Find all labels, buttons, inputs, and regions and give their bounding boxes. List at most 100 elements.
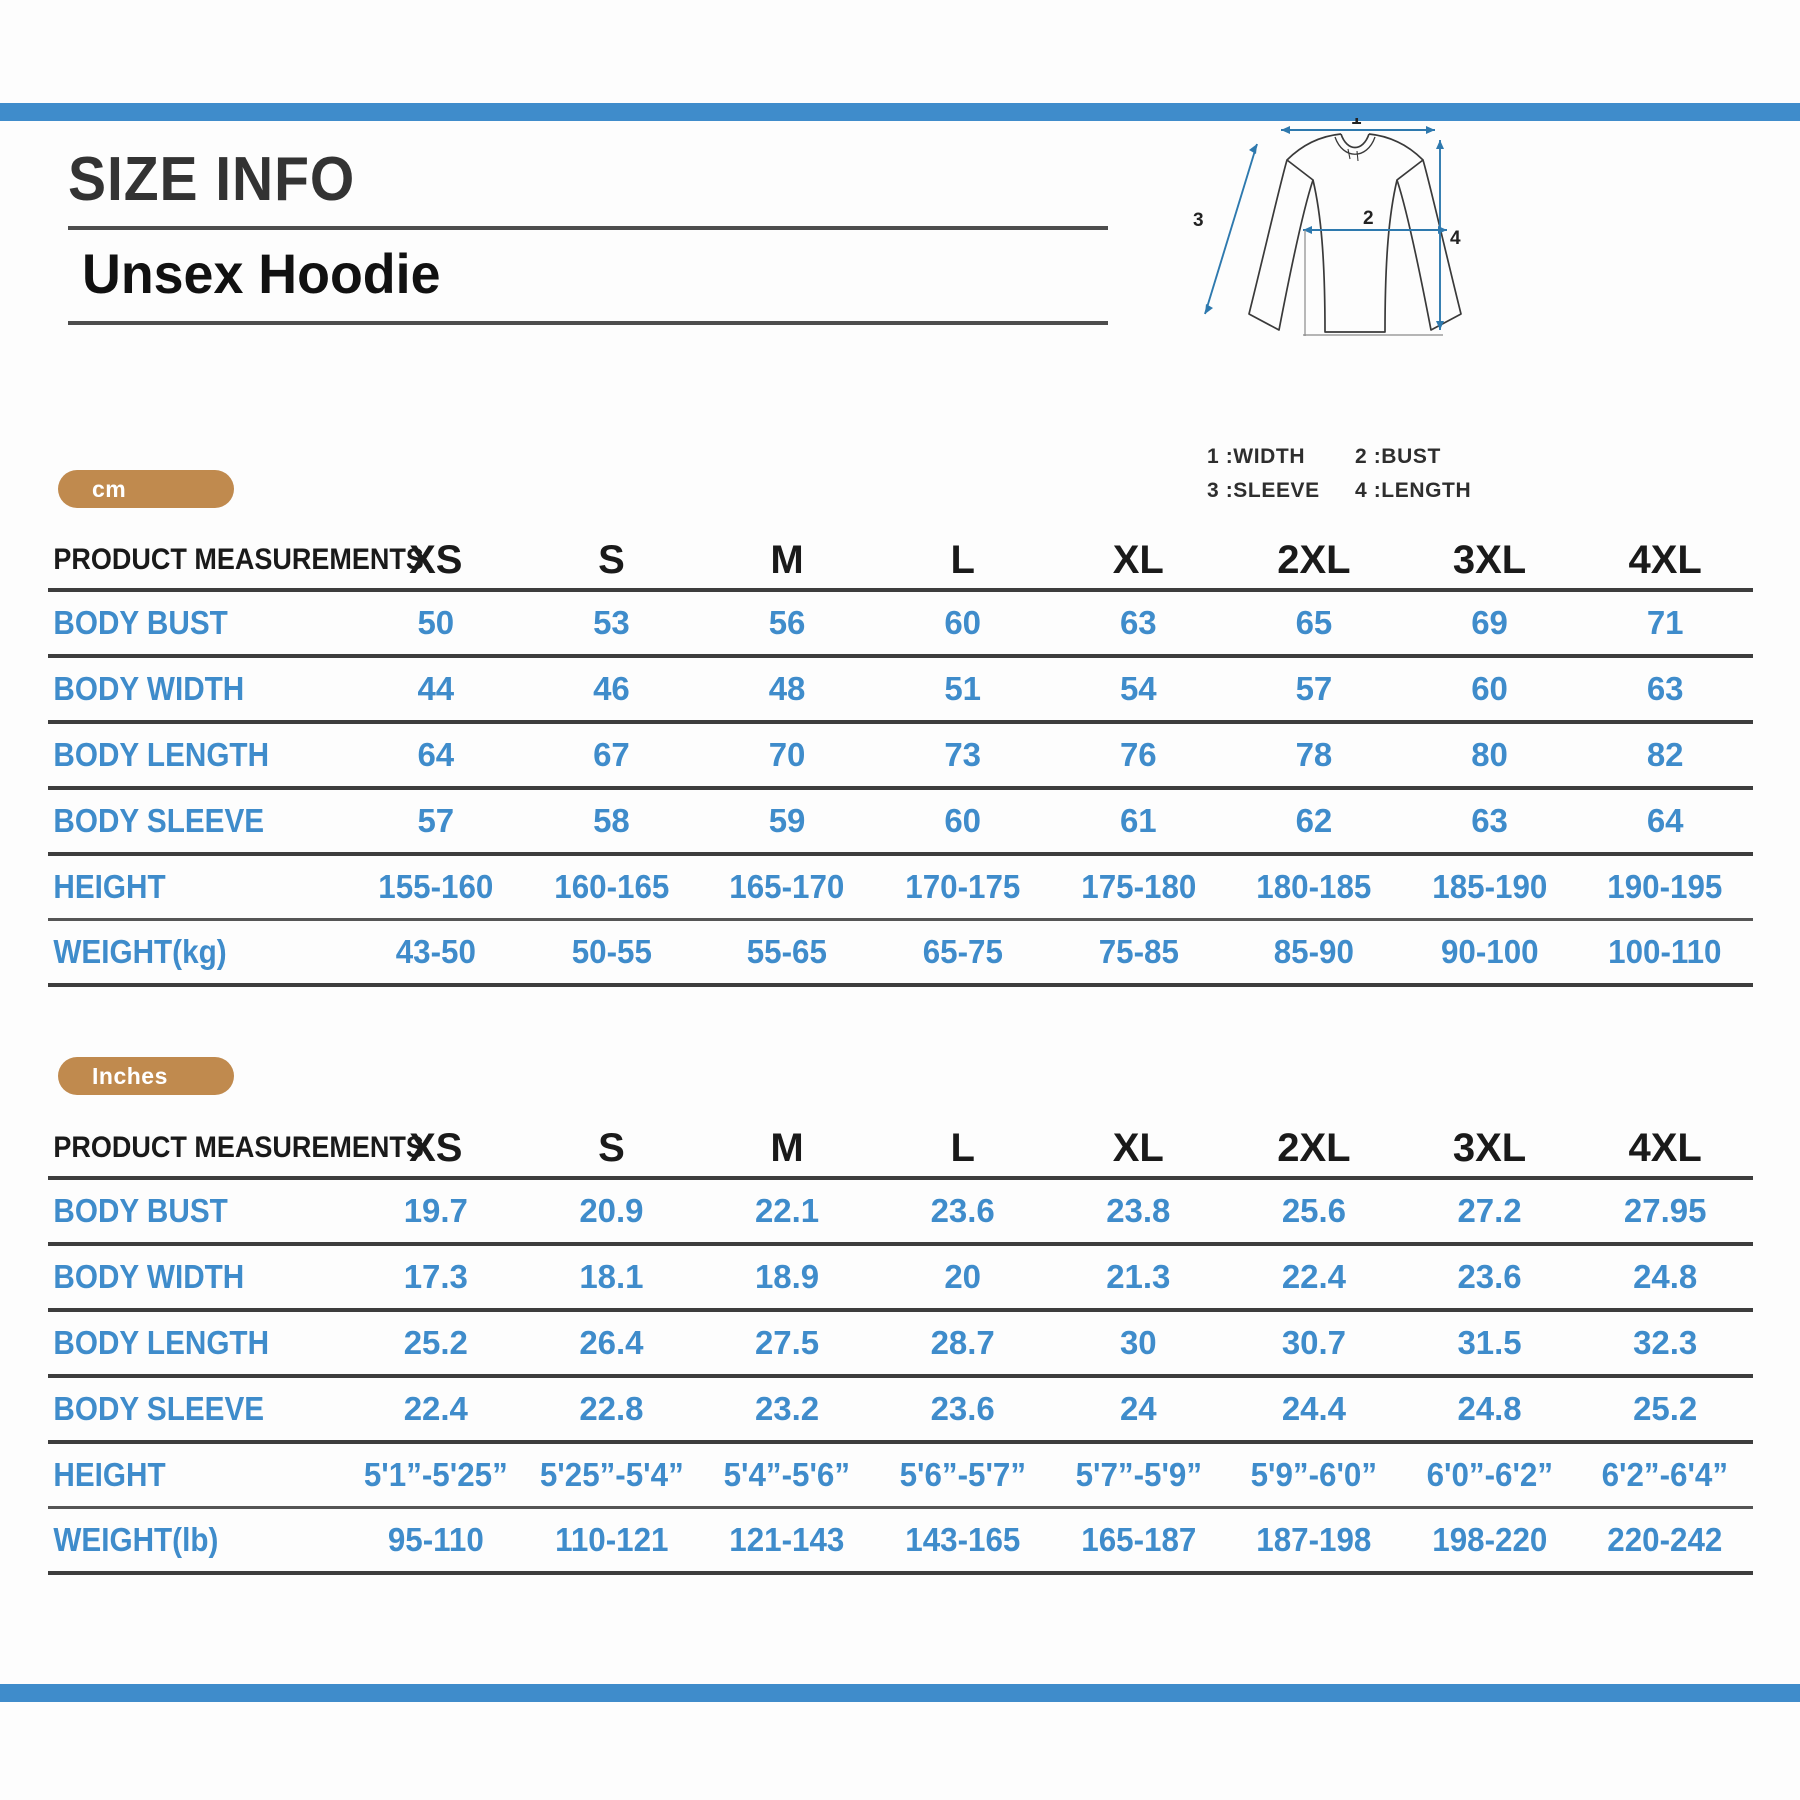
cell-3xl: 63 (1471, 802, 1508, 839)
row-label: BODY WIDTH (53, 1258, 245, 1295)
cell-2xl: 85-90 (1273, 933, 1355, 970)
row-divider (48, 1374, 1753, 1378)
row-label: BODY BUST (53, 604, 228, 641)
cell-2xl: 25.6 (1281, 1192, 1347, 1229)
top-accent-band (0, 103, 1800, 121)
row-divider (48, 1571, 1753, 1575)
cell-m: 59 (768, 802, 806, 839)
bottom-accent-band (0, 1684, 1800, 1702)
unit-badge-cm: cm (58, 470, 234, 508)
hoodie-illustration: 1 2 3 4 (1193, 108, 1462, 336)
legend-row: 1 :WIDTH 2 :BUST (1207, 440, 1471, 474)
cell-m: 121-143 (729, 1521, 845, 1558)
size-header-4xl: 4XL (1628, 537, 1702, 582)
cell-m: 18.9 (754, 1258, 820, 1295)
row-label: WEIGHT(kg) (53, 933, 227, 970)
cell-l: 51 (944, 670, 982, 707)
cell-4xl: 100-110 (1608, 933, 1722, 970)
size-header-xs: XS (409, 1125, 463, 1170)
cell-l: 73 (944, 736, 982, 773)
cell-4xl: 71 (1646, 604, 1684, 641)
size-header-3xl: 3XL (1452, 537, 1527, 582)
cell-2xl: 180-185 (1256, 868, 1372, 905)
cell-4xl: 220-242 (1607, 1521, 1723, 1558)
row-label: BODY LENGTH (53, 736, 270, 773)
cell-3xl: 23.6 (1457, 1258, 1522, 1295)
table-row: BODY WIDTH 17.3 18.1 18.9 20 21.3 22.4 23.6 24.8 (48, 1246, 1753, 1308)
cell-4xl: 82 (1646, 736, 1684, 773)
cell-4xl: 32.3 (1633, 1324, 1698, 1361)
table-row: HEIGHT 5'1”-5'25” 5'25”-5'4” 5'4”-5'6” 5'6”-… (48, 1444, 1753, 1506)
cell-m: 56 (768, 604, 806, 641)
cell-3xl: 31.5 (1457, 1324, 1522, 1361)
table-row: BODY LENGTH 64 67 70 73 76 78 80 82 (48, 724, 1753, 786)
cell-s: 67 (593, 736, 630, 773)
marker-2-bust: 2 (1363, 208, 1374, 229)
cell-3xl: 69 (1471, 604, 1508, 641)
cell-3xl: 27.2 (1457, 1192, 1522, 1229)
row-label: WEIGHT(lb) (53, 1521, 219, 1558)
legend-row: 3 :SLEEVE 4 :LENGTH (1207, 474, 1471, 508)
cell-l: 5'6”-5'7” (899, 1456, 1026, 1493)
size-header-xs: XS (409, 537, 463, 582)
cell-xl: 75-85 (1098, 933, 1179, 970)
table-row: BODY BUST 19.7 20.9 22.1 23.6 23.8 25.6 27.2 27.… (48, 1180, 1753, 1242)
size-table-inches: PRODUCT MEASUREMENTS XS S M L XL 2XL 3XL 4XL BODY… (48, 1120, 1753, 1575)
cell-l: 23.6 (930, 1192, 995, 1229)
cell-xs: 57 (417, 802, 455, 839)
row-divider (48, 918, 1753, 921)
size-header-l: L (950, 1125, 975, 1170)
cell-s: 20.9 (579, 1192, 644, 1229)
table-header-row: PRODUCT MEASUREMENTS XS S M L XL 2XL 3XL 4XL (48, 1120, 1753, 1176)
cell-l: 65-75 (922, 933, 1003, 970)
cell-3xl: 80 (1471, 736, 1508, 773)
garment-diagram: 1 2 3 4 (1185, 108, 1525, 368)
row-label: BODY WIDTH (53, 670, 245, 707)
cell-4xl: 27.95 (1623, 1192, 1707, 1229)
diagram-legend: 1 :WIDTH 2 :BUST 3 :SLEEVE 4 :LENGTH (1207, 440, 1471, 508)
row-label: BODY BUST (53, 1192, 228, 1229)
table-row: BODY SLEEVE 57 58 59 60 61 62 63 64 (48, 790, 1753, 852)
cell-2xl: 62 (1295, 802, 1333, 839)
page-header: SIZE INFO Unsex Hoodie (68, 147, 1128, 325)
measurement-column-header: PRODUCT MEASUREMENTS (53, 1131, 424, 1164)
cell-4xl: 25.2 (1633, 1390, 1698, 1427)
cell-m: 22.1 (754, 1192, 820, 1229)
cell-2xl: 24.4 (1281, 1390, 1347, 1427)
cell-4xl: 24.8 (1633, 1258, 1698, 1295)
cell-3xl: 185-190 (1432, 868, 1548, 905)
size-header-s: S (598, 1125, 625, 1170)
table-header-row: PRODUCT MEASUREMENTS XS S M L XL 2XL 3XL 4XL (48, 532, 1753, 588)
row-divider (48, 983, 1753, 987)
cell-s: 160-165 (553, 868, 669, 905)
cell-m: 70 (768, 736, 806, 773)
size-header-2xl: 2XL (1277, 537, 1351, 582)
cell-m: 5'4”-5'6” (723, 1456, 851, 1493)
cell-s: 53 (593, 604, 630, 641)
row-divider (48, 1440, 1753, 1444)
cell-m: 27.5 (754, 1324, 820, 1361)
row-divider (48, 720, 1753, 724)
cell-xl: 23.8 (1106, 1192, 1171, 1229)
size-table-cm: PRODUCT MEASUREMENTS XS S M L XL 2XL 3XL 4XL BODY… (48, 532, 1753, 987)
cell-4xl: 6'2”-6'4” (1601, 1456, 1729, 1493)
cell-xs: 95-110 (387, 1521, 484, 1558)
cell-xl: 76 (1119, 736, 1157, 773)
cell-xs: 155-160 (378, 868, 494, 905)
legend-bust: 2 :BUST (1355, 445, 1441, 468)
table-row: HEIGHT 155-160 160-165 165-170 170-175 175-18… (48, 856, 1753, 918)
size-header-s: S (598, 537, 625, 582)
measurement-column-header: PRODUCT MEASUREMENTS (53, 543, 424, 576)
cell-xl: 21.3 (1106, 1258, 1171, 1295)
size-header-4xl: 4XL (1628, 1125, 1702, 1170)
title-divider (68, 226, 1108, 231)
cell-xl: 30 (1119, 1324, 1157, 1361)
unit-badge-inches: Inches (58, 1057, 234, 1095)
table-row: BODY BUST 50 53 56 60 63 65 69 71 (48, 592, 1753, 654)
product-name: Unsex Hoodie (82, 242, 441, 306)
table-row: BODY SLEEVE 22.4 22.8 23.2 23.6 24 24.4 24.8 25.… (48, 1378, 1753, 1440)
legend-length: 4 :LENGTH (1355, 479, 1472, 503)
cell-3xl: 60 (1471, 670, 1508, 707)
size-header-3xl: 3XL (1452, 1125, 1527, 1170)
table-row: WEIGHT(kg) 43-50 50-55 55-65 65-75 75-85 85-90… (48, 921, 1753, 983)
